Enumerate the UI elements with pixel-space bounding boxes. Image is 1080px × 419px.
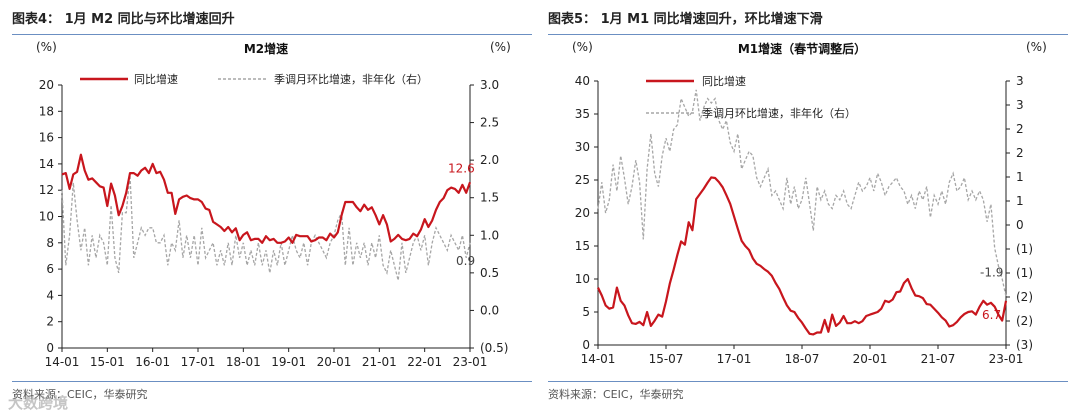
left-axis-tick-label: 14 [39,157,54,171]
left-axis-tick-label: 6 [46,262,54,276]
legend-label: 同比增速 [702,74,746,88]
left-axis-tick-label: 0 [582,338,590,352]
mom-growth-series-line [61,175,471,281]
right-axis-tick-label: (1) [1016,266,1033,280]
right-axis-tick-label: 1 [1016,194,1024,208]
right-axis-tick-label: 0 [1016,218,1024,232]
x-axis-tick-label: 20-01 [853,352,888,366]
left-figure-title: 图表4： 1月 M2 同比与环比增速回升 [12,12,235,27]
left-axis-tick-label: 10 [39,210,54,224]
m1-growth-chart: (%) (%)M1增速（春节调整后）0510152025303540(3)(2)(… [572,40,1047,366]
right-axis-tick-label: 2 [1016,146,1024,160]
right-axis-tick-label: 1.0 [480,228,499,242]
x-axis-tick-label: 21-01 [362,355,397,369]
left-axis-tick-label: 40 [575,74,590,88]
left-axis-tick-label: 8 [46,236,54,250]
x-axis-tick-label: 17-01 [717,352,752,366]
x-axis-tick-label: 15-01 [90,355,125,369]
left-axis-tick-label: 4 [46,288,54,302]
left-axis-tick-label: 5 [582,305,590,319]
watermark-text: 大数跨境 [8,394,69,412]
right-axis-tick-label: 3 [1016,98,1024,112]
right-axis-tick-label: 3.0 [480,78,499,92]
left-axis-tick-label: 30 [575,140,590,154]
right-source-rule [548,381,1068,382]
end-value-label: 0.9 [456,254,475,268]
left-axis-unit: (%) [36,40,57,54]
right-axis-unit: (%) [490,40,511,54]
x-axis-tick-label: 18-07 [785,352,820,366]
left-chart-panel: 图表4： 1月 M2 同比与环比增速回升 (%) (%) M2增速 0 2 4 6 8 10 12… [12,0,532,419]
left-axis-tick-label: 20 [575,206,590,220]
x-axis-tick-label: 23-01 [453,355,488,369]
right-axis-tick-label: 2.0 [480,153,499,167]
yoy-growth-series-line [61,153,472,244]
left-axis-tick-label: 20 [39,78,54,92]
mom-growth-series-line [597,89,1007,297]
end-value-label: -1.9 [980,266,1003,280]
right-chart-panel: 图表5： 1月 M1 同比增速回升，环比增速下滑 (%) (%) M1增速（春节调整… [548,0,1068,419]
left-axis-tick-label: 12 [39,183,54,197]
x-axis-tick-label: 18-01 [226,355,261,369]
yoy-growth-series-line [597,176,1008,336]
x-axis-tick-label: 17-01 [181,355,216,369]
right-source-note: 资料来源：CEIC，华泰研究 [548,388,684,401]
right-axis-tick-label: (3) [1016,338,1033,352]
x-axis-tick-label: 22-01 [407,355,442,369]
left-axis-tick-label: 0 [46,341,54,355]
x-axis-tick-label: 23-01 [989,352,1024,366]
end-value-label: 12.6 [448,161,475,175]
m2-growth-chart: (%) (%) M2增速 0 2 4 6 8 10 12 14 16 18 20 (0.5) 0.0 0.5 1.… [36,40,511,369]
x-axis-tick-label: 20-01 [317,355,352,369]
x-axis-tick-label: 19-01 [271,355,306,369]
chart-title: M1增速（春节调整后） [738,41,866,56]
right-figure-title: 图表5： 1月 M1 同比增速回升，环比增速下滑 [548,12,823,27]
left-axis-tick-label: 25 [575,173,590,187]
legend-label: 同比增速 [134,72,178,86]
right-axis-tick-label: 3 [1016,74,1024,88]
left-axis-tick-label: 18 [39,104,54,118]
chart-title: M2增速 [244,41,288,56]
right-axis-tick-label: (0.5) [480,341,508,355]
right-title-rule [548,34,1068,35]
left-axis-tick-label: 2 [46,315,54,329]
left-source-rule [12,381,532,382]
left-axis-tick-label: 15 [575,239,590,253]
right-axis-tick-label: (2) [1016,290,1033,304]
right-axis-tick-label: 1 [1016,170,1024,184]
right-axis-tick-label: 1.5 [480,191,499,205]
left-title-rule [12,34,532,35]
right-axis-tick-label: 0.0 [480,303,499,317]
right-axis-tick-label: (1) [1016,242,1033,256]
x-axis-tick-label: 15-07 [649,352,684,366]
x-axis-tick-label: 16-01 [135,355,170,369]
left-source-note: 资料来源：CEIC，华泰研究 [12,388,148,401]
left-axis-tick-label: 35 [575,107,590,121]
x-axis-tick-label: 14-01 [45,355,80,369]
end-value-label: 6.7 [982,308,1001,322]
left-axis-unit: (%) [572,40,593,54]
right-axis-tick-label: 2 [1016,122,1024,136]
legend-label: 季调月环比增速，非年化（右） [274,72,428,86]
legend-label: 季调月环比增速，非年化（右） [702,106,856,120]
left-axis-tick-label: 16 [39,131,54,145]
right-axis-unit: (%) [1026,40,1047,54]
right-axis-tick-label: 2.5 [480,116,499,130]
x-axis-tick-label: 14-01 [581,352,616,366]
right-axis-tick-label: 0.5 [480,266,499,280]
left-axis-tick-label: 10 [575,272,590,286]
x-axis-tick-label: 21-07 [921,352,956,366]
right-axis-tick-label: (2) [1016,314,1033,328]
